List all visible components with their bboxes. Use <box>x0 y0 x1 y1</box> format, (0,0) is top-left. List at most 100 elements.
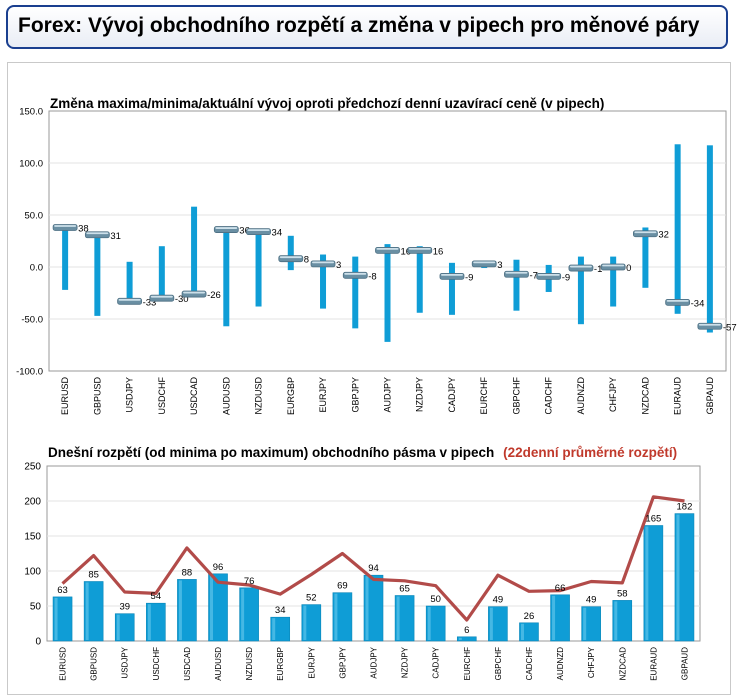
chart1-ytick-label: 100.0 <box>19 159 43 170</box>
chart2-bar <box>146 602 166 642</box>
page-title: Forex: Vývoj obchodního rozpětí a změna … <box>18 14 700 37</box>
chart2-value-label: 69 <box>337 581 348 592</box>
chart1-range-bar <box>384 244 391 342</box>
chart2-bar <box>208 573 228 642</box>
chart2-value-label: 49 <box>586 595 597 606</box>
chart2-bar <box>488 606 508 642</box>
chart1-current-label: 31 <box>110 231 121 242</box>
chart1-current-marker-highlight <box>602 264 625 267</box>
chart2-bar-highlight <box>583 607 587 640</box>
chart2-xtick-label: AUDUSD <box>214 647 223 681</box>
chart1-current-label: 3 <box>497 260 502 271</box>
chart1-xtick-label: AUDUSD <box>221 377 231 416</box>
chart1-current-marker-highlight <box>279 256 302 259</box>
chart2-bar <box>519 622 539 642</box>
chart1-current-label: -9 <box>465 272 473 283</box>
chart2-bar-highlight <box>365 576 369 640</box>
chart2-bar <box>332 592 353 642</box>
chart2-value-label: 94 <box>368 563 379 574</box>
chart2-value-label: 58 <box>617 588 628 599</box>
chart1-range-bar <box>126 261 133 302</box>
chart2-value-label: 49 <box>493 595 504 606</box>
chart2-xtick-label: EURGBP <box>276 647 285 681</box>
chart2-value-label: 65 <box>399 584 410 595</box>
chart1-current-label: -9 <box>562 272 570 283</box>
chart2-bar <box>674 513 695 642</box>
chart2-bar <box>643 525 664 642</box>
chart1-current-marker-highlight <box>118 298 141 301</box>
chart2-bar <box>425 605 446 642</box>
chart2-xtick-label: NZDCAD <box>618 647 627 681</box>
chart2-value-label: 96 <box>213 562 224 573</box>
chart1-xtick-label: EURUSD <box>60 377 70 416</box>
chart2-bar-highlight <box>334 593 338 640</box>
chart1-range-bar <box>610 256 617 307</box>
chart2-xtick-label: EURCHF <box>463 647 472 680</box>
chart1-current-label: 3 <box>336 260 341 271</box>
chart2-ytick-label: 150 <box>24 532 41 543</box>
chart1-xtick-label: USDCAD <box>189 377 199 416</box>
chart1-xtick-label: GBPAUD <box>705 377 715 415</box>
chart2-ytick-label: 200 <box>24 497 41 508</box>
chart2-xtick-label: GBPUSD <box>90 647 99 681</box>
chart1-current-marker-highlight <box>86 232 109 235</box>
chart2-bar-highlight <box>676 514 680 640</box>
chart1-range-bar <box>255 229 262 307</box>
chart2-value-label: 39 <box>119 602 130 613</box>
chart1-current-marker-highlight <box>569 265 592 268</box>
chart1-xtick-label: GBPJPY <box>350 377 360 413</box>
chart2-bar-highlight <box>116 614 120 640</box>
chart1-xtick-label: USDJPY <box>125 377 135 413</box>
chart2-bar <box>394 595 415 642</box>
chart2-bar-highlight <box>241 588 245 640</box>
chart2-bar-highlight <box>458 637 462 640</box>
chart1-current-marker-highlight <box>247 229 270 232</box>
chart2-bar-highlight <box>85 582 89 640</box>
chart1-current-marker-highlight <box>440 273 463 276</box>
chart2-bar-highlight <box>54 597 58 640</box>
chart2-bar <box>270 616 291 642</box>
chart2-bar-highlight <box>645 526 649 640</box>
chart1-range-bar <box>448 262 455 315</box>
chart1-range-bar <box>191 206 198 298</box>
chart1-ytick-label: 150.0 <box>19 107 43 118</box>
chart1-xtick-label: CADJPY <box>447 377 457 413</box>
chart1-ytick-label: -50.0 <box>21 315 43 326</box>
chart1-xtick-label: EURCHF <box>479 376 489 414</box>
chart2-xtick-label: NZDUSD <box>245 647 254 681</box>
chart1-xtick-label: GBPCHF <box>511 377 521 415</box>
chart2-xtick-label: EURAUD <box>649 647 658 681</box>
chart2-value-label: 182 <box>677 502 693 513</box>
chart1-current-label: 34 <box>272 228 283 239</box>
chart1-current-label: 32 <box>658 230 669 241</box>
chart2-bar <box>114 613 135 642</box>
chart1-current-marker-highlight <box>698 323 721 326</box>
chart1-current-marker-highlight <box>183 291 206 294</box>
chart2-bar-highlight <box>210 574 214 640</box>
chart1-ytick-label: 50.0 <box>25 211 44 222</box>
chart2-ytick-label: 100 <box>24 567 41 578</box>
chart1-range-bar <box>674 144 681 314</box>
chart1-current-marker-highlight <box>376 247 399 250</box>
chart2-ytick-label: 50 <box>30 602 42 613</box>
chart2-bar <box>177 579 197 642</box>
chart1-range-bar <box>223 227 230 327</box>
chart1-current-marker-highlight <box>312 261 335 264</box>
chart2-title: Dnešní rozpětí (od minima po maximum) ob… <box>48 445 677 460</box>
chart1-current-marker-highlight <box>344 272 367 275</box>
chart2-value-label: 50 <box>430 594 441 605</box>
chart2-value-label: 26 <box>524 611 535 622</box>
chart2-value-label: 52 <box>306 593 317 604</box>
chart2-bar-highlight <box>147 604 151 640</box>
chart1-current-label: -26 <box>207 290 221 301</box>
chart1-current-marker-highlight <box>54 225 77 227</box>
chart1-current-label: 16 <box>401 246 412 257</box>
chart2-bar <box>456 636 477 642</box>
chart1-current-label: 0 <box>626 263 631 274</box>
chart2-ytick-label: 0 <box>35 637 41 648</box>
chart2-xtick-label: EURUSD <box>59 647 68 681</box>
chart2-value-label: 54 <box>151 591 162 602</box>
chart2-subtitle: (22denní průměrné rozpětí) <box>503 445 677 460</box>
chart1-xtick-label: EURAUD <box>673 377 683 416</box>
chart1-ytick-label: 0.0 <box>30 263 43 274</box>
